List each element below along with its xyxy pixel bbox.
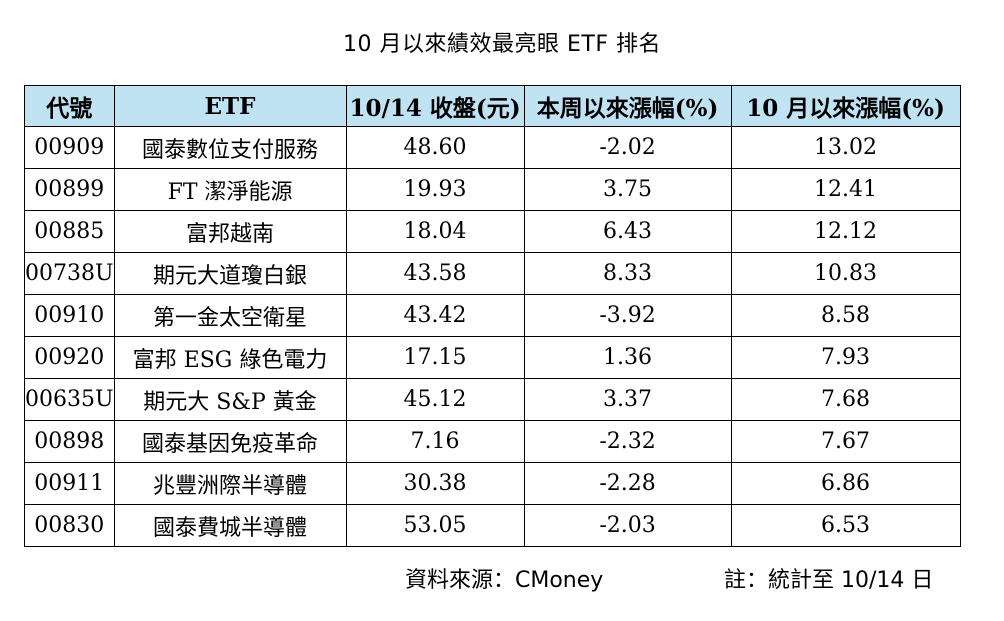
header-row: 代號 ETF 10/14 收盤(元) 本周以來漲幅(%) 10 月以來漲幅(%) (24, 85, 961, 127)
cell-week-change: -2.32 (523, 420, 732, 463)
cell-close-price: 18.04 (345, 210, 525, 253)
table-body: 00909 國泰數位支付服務 48.60 -2.02 13.02 00899 F… (24, 126, 961, 547)
header-close-price: 10/14 收盤(元) (345, 85, 525, 127)
table-row: 00738U 期元大道瓊白銀 43.58 8.33 10.83 (24, 252, 961, 295)
source-note: 資料來源：CMoney (405, 568, 604, 593)
table-row: 00898 國泰基因免疫革命 7.16 -2.32 7.67 (24, 420, 961, 463)
cell-close-price: 17.15 (345, 336, 525, 379)
cell-code: 00910 (24, 294, 115, 337)
cell-code: 00909 (24, 126, 115, 169)
cell-month-change: 7.67 (730, 420, 961, 463)
cell-code: 00898 (24, 420, 115, 463)
table-row: 00830 國泰費城半導體 53.05 -2.03 6.53 (24, 504, 961, 547)
cell-week-change: 1.36 (523, 336, 732, 379)
cell-week-change: -3.92 (523, 294, 732, 337)
cell-week-change: -2.02 (523, 126, 732, 169)
cell-month-change: 13.02 (730, 126, 961, 169)
table-row: 00635U 期元大 S&P 黃金 45.12 3.37 7.68 (24, 378, 961, 421)
cell-code: 00920 (24, 336, 115, 379)
table-row: 00920 富邦 ESG 綠色電力 17.15 1.36 7.93 (24, 336, 961, 379)
cell-month-change: 10.83 (730, 252, 961, 295)
cell-week-change: -2.28 (523, 462, 732, 505)
cell-month-change: 7.68 (730, 378, 961, 421)
table-row: 00910 第一金太空衛星 43.42 -3.92 8.58 (24, 294, 961, 337)
cell-etf-name: 第一金太空衛星 (113, 294, 347, 337)
cell-etf-name: 國泰數位支付服務 (113, 126, 347, 169)
cell-month-change: 12.12 (730, 210, 961, 253)
cell-etf-name: 期元大 S&P 黃金 (113, 378, 347, 421)
cell-close-price: 19.93 (345, 168, 525, 211)
cell-close-price: 45.12 (345, 378, 525, 421)
cell-etf-name: 兆豐洲際半導體 (113, 462, 347, 505)
table-row: 00885 富邦越南 18.04 6.43 12.12 (24, 210, 961, 253)
cell-week-change: -2.03 (523, 504, 732, 547)
table-title: 10 月以來績效最亮眼 ETF 排名 (343, 32, 661, 57)
cell-code: 00738U (24, 252, 115, 295)
header-month-change: 10 月以來漲幅(%) (730, 85, 961, 127)
cell-etf-name: 國泰基因免疫革命 (113, 420, 347, 463)
cell-close-price: 7.16 (345, 420, 525, 463)
cell-week-change: 8.33 (523, 252, 732, 295)
cell-code: 00635U (24, 378, 115, 421)
cell-week-change: 3.75 (523, 168, 732, 211)
table-row: 00899 FT 潔淨能源 19.93 3.75 12.41 (24, 168, 961, 211)
cell-month-change: 7.93 (730, 336, 961, 379)
cell-close-price: 53.05 (345, 504, 525, 547)
cell-code: 00899 (24, 168, 115, 211)
cell-etf-name: 國泰費城半導體 (113, 504, 347, 547)
cell-code: 00830 (24, 504, 115, 547)
cell-code: 00911 (24, 462, 115, 505)
cell-close-price: 43.58 (345, 252, 525, 295)
cell-etf-name: FT 潔淨能源 (113, 168, 347, 211)
cell-week-change: 3.37 (523, 378, 732, 421)
cell-close-price: 43.42 (345, 294, 525, 337)
cell-close-price: 30.38 (345, 462, 525, 505)
cell-month-change: 6.86 (730, 462, 961, 505)
cell-month-change: 12.41 (730, 168, 961, 211)
cell-week-change: 6.43 (523, 210, 732, 253)
etf-ranking-table: 代號 ETF 10/14 收盤(元) 本周以來漲幅(%) 10 月以來漲幅(%)… (24, 85, 961, 547)
cell-etf-name: 富邦越南 (113, 210, 347, 253)
table-row: 00911 兆豐洲際半導體 30.38 -2.28 6.86 (24, 462, 961, 505)
cell-month-change: 8.58 (730, 294, 961, 337)
statistics-date-note: 註：統計至 10/14 日 (724, 568, 934, 593)
cell-etf-name: 期元大道瓊白銀 (113, 252, 347, 295)
cell-close-price: 48.60 (345, 126, 525, 169)
cell-month-change: 6.53 (730, 504, 961, 547)
header-code: 代號 (24, 85, 115, 127)
table-row: 00909 國泰數位支付服務 48.60 -2.02 13.02 (24, 126, 961, 169)
header-week-change: 本周以來漲幅(%) (523, 85, 732, 127)
cell-etf-name: 富邦 ESG 綠色電力 (113, 336, 347, 379)
cell-code: 00885 (24, 210, 115, 253)
header-etf: ETF (113, 85, 347, 127)
